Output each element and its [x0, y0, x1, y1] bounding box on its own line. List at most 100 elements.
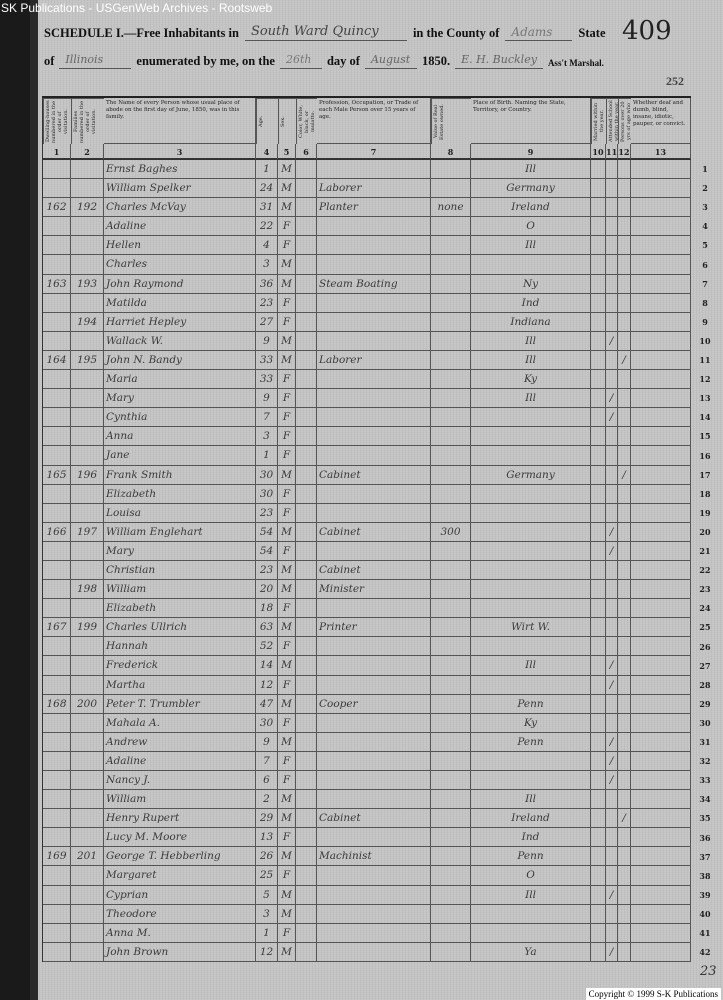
census-row: Mahala A. 30 F Ky — [43, 713, 691, 733]
census-row: Cyprian 5 M Ill / — [43, 885, 691, 905]
dwelling-number — [43, 484, 71, 504]
row-number: 25 — [699, 622, 711, 633]
county-value: Adams — [505, 24, 573, 41]
color — [296, 331, 317, 351]
census-row: John Brown 12 M Ya / — [43, 942, 691, 962]
illiterate-mark — [618, 160, 631, 180]
real-estate-value: none — [431, 198, 471, 218]
age: 33 — [256, 350, 278, 371]
occupation — [317, 637, 431, 657]
married-mark — [591, 580, 606, 600]
real-estate-value — [431, 694, 471, 714]
census-row: 164 195 John N. Bandy 33 M Laborer Ill / — [43, 350, 691, 371]
occupation — [317, 713, 431, 733]
census-row: 163 193 John Raymond 36 M Steam Boating Ny — [43, 274, 691, 294]
color — [296, 637, 317, 657]
family-number: 192 — [71, 198, 104, 218]
color — [296, 465, 317, 485]
illiterate-mark — [618, 522, 631, 542]
color — [296, 198, 317, 218]
column-numbers: 1 2 3 4 5 6 7 8 9 10 11 12 13 — [43, 144, 691, 160]
column-header-8: Value of Real Estate owned. — [431, 98, 471, 144]
infirmity — [631, 484, 691, 504]
illiterate-mark: / — [618, 465, 631, 485]
illiterate-mark — [618, 198, 631, 218]
sex: F — [278, 599, 296, 619]
illiterate-mark — [618, 675, 631, 695]
census-row: Lucy M. Moore 13 F Ind — [43, 828, 691, 848]
illiterate-mark — [618, 790, 631, 810]
married-mark — [591, 160, 606, 180]
row-number: 19 — [699, 507, 711, 518]
occupation — [317, 370, 431, 390]
column-number-1: 1 — [43, 144, 71, 160]
age: 1 — [256, 160, 278, 180]
occupation — [317, 293, 431, 313]
real-estate-value — [431, 312, 471, 332]
real-estate-value — [431, 599, 471, 619]
occupation: Laborer — [317, 350, 431, 371]
row-number: 26 — [699, 641, 711, 652]
row-number: 35 — [699, 813, 711, 824]
year-label: 1850. — [421, 54, 451, 68]
age: 2 — [256, 790, 278, 810]
birthplace: Ya — [471, 942, 591, 962]
school-mark: / — [606, 751, 618, 771]
sex: M — [278, 847, 296, 867]
occupation — [317, 408, 431, 428]
school-mark — [606, 923, 618, 943]
person-name: Theodore — [104, 904, 256, 924]
occupation — [317, 923, 431, 943]
infirmity — [631, 274, 691, 294]
sex: F — [278, 923, 296, 943]
row-number: 3 — [702, 202, 708, 213]
birthplace: Ill — [471, 160, 591, 180]
family-number — [71, 560, 104, 581]
birthplace: Penn — [471, 732, 591, 752]
illiterate-mark: / — [618, 350, 631, 371]
school-mark: / — [606, 656, 618, 676]
real-estate-value — [431, 427, 471, 447]
page-number-handwritten: 409 — [622, 16, 672, 46]
color — [296, 484, 317, 504]
infirmity — [631, 427, 691, 447]
infirmity — [631, 675, 691, 695]
school-mark: / — [606, 331, 618, 351]
occupation — [317, 446, 431, 466]
dwelling-number — [43, 179, 71, 199]
school-mark — [606, 179, 618, 199]
person-name: John N. Bandy — [104, 350, 256, 371]
real-estate-value — [431, 274, 471, 294]
illiterate-mark: / — [618, 809, 631, 829]
married-mark — [591, 675, 606, 695]
infirmity — [631, 599, 691, 619]
real-estate-value — [431, 713, 471, 733]
infirmity — [631, 408, 691, 428]
infirmity — [631, 293, 691, 313]
person-name: Adaline — [104, 217, 256, 237]
infirmity — [631, 446, 691, 466]
family-number — [71, 389, 104, 409]
school-mark — [606, 713, 618, 733]
color — [296, 312, 317, 332]
married-mark — [591, 293, 606, 313]
infirmity — [631, 942, 691, 962]
column-number-5: 5 — [278, 144, 296, 160]
married-mark — [591, 732, 606, 752]
real-estate-value — [431, 217, 471, 237]
occupation — [317, 160, 431, 180]
school-mark — [606, 560, 618, 581]
person-name: Lucy M. Moore — [104, 828, 256, 848]
infirmity — [631, 866, 691, 886]
person-name: Henry Rupert — [104, 809, 256, 829]
illiterate-mark — [618, 484, 631, 504]
sex: M — [278, 350, 296, 371]
family-number — [71, 179, 104, 199]
real-estate-value — [431, 847, 471, 867]
person-name: John Raymond — [104, 274, 256, 294]
birthplace — [471, 904, 591, 924]
real-estate-value — [431, 656, 471, 676]
school-mark — [606, 847, 618, 867]
sex: M — [278, 179, 296, 199]
age: 20 — [256, 580, 278, 600]
